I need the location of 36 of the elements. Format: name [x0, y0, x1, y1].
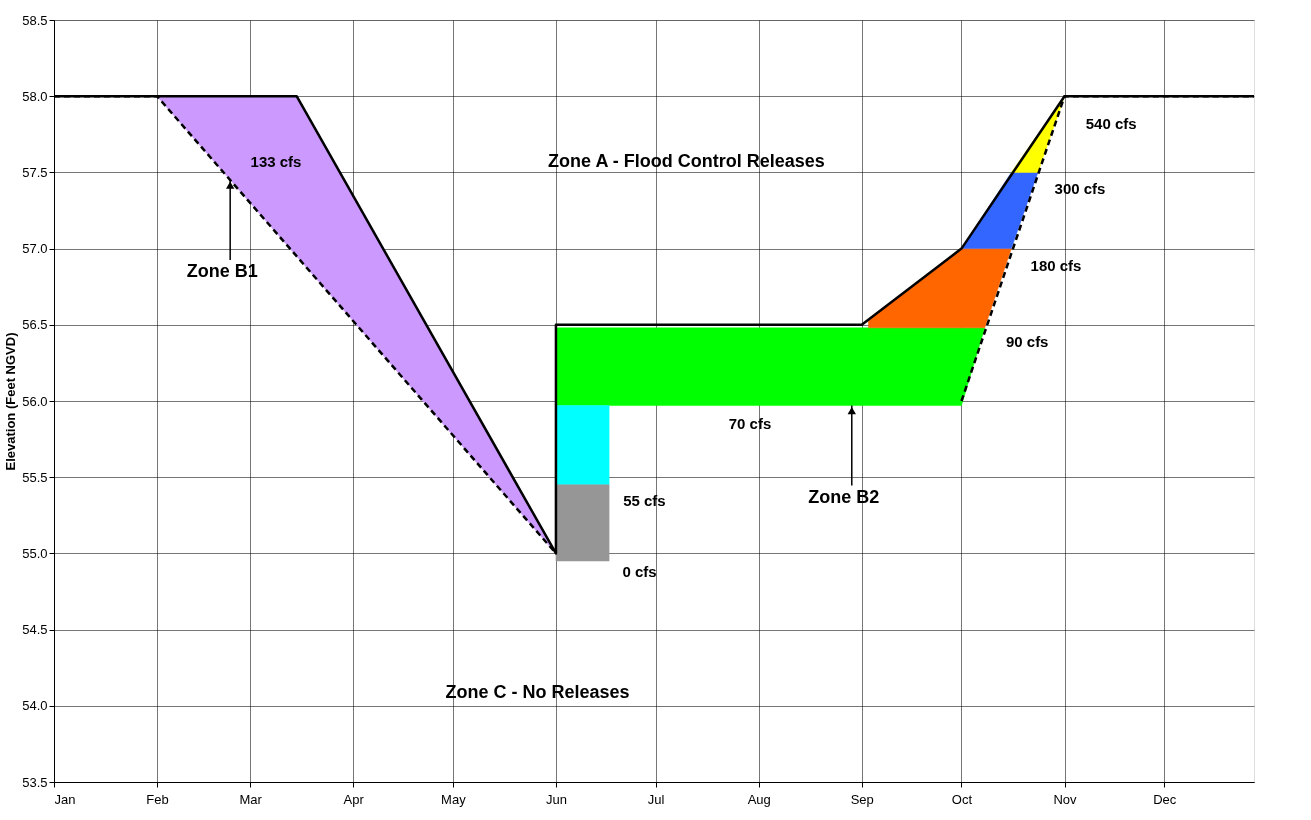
x-tick-label: Jun	[545, 791, 567, 807]
annotation: 55 cfs	[623, 491, 666, 509]
x-tick-label: Jul	[647, 791, 665, 807]
annotation: 70 cfs	[728, 414, 772, 432]
annotation: 180 cfs	[1030, 257, 1082, 275]
x-tick-label: Dec	[1153, 791, 1177, 807]
x-tick-label: Apr	[343, 791, 365, 807]
y-tick-label: 56.5	[22, 317, 48, 333]
y-tick-label: 57.5	[22, 164, 48, 180]
y-tick-label: 57.0	[22, 241, 48, 257]
annotation: 300 cfs	[1054, 180, 1106, 198]
x-tick-label: Nov	[1053, 791, 1078, 807]
y-tick-label: 55.0	[22, 545, 48, 561]
annotation: Zone A - Flood Control Releases	[548, 150, 825, 171]
annotation: Zone C - No Releases	[445, 681, 630, 702]
x-tick-label: May	[441, 791, 467, 807]
x-tick-label: Jan	[54, 791, 76, 807]
y-tick-label: 58.0	[22, 88, 48, 104]
y-tick-label: 55.5	[22, 469, 48, 485]
y-axis-title: Elevation (Feet NGVD)	[3, 332, 19, 471]
x-tick-label: Feb	[146, 791, 169, 807]
y-tick-label: 54.0	[22, 698, 48, 714]
annotation: 540 cfs	[1085, 115, 1137, 133]
y-tick-label: 53.5	[22, 774, 48, 790]
x-tick-label: Mar	[239, 791, 263, 807]
annotation: Zone B1	[186, 261, 258, 282]
y-tick-label: 58.5	[22, 12, 48, 28]
x-tick-label: Aug	[747, 791, 771, 807]
annotation: 90 cfs	[1005, 333, 1049, 351]
annotation: Zone B2	[808, 486, 880, 507]
y-tick-label: 56.0	[22, 393, 48, 409]
annotation: 0 cfs	[622, 562, 657, 580]
x-tick-label: Sep	[850, 791, 874, 807]
annotation: 133 cfs	[250, 152, 302, 170]
y-tick-label: 54.5	[22, 622, 48, 638]
x-tick-label: Oct	[951, 791, 973, 807]
